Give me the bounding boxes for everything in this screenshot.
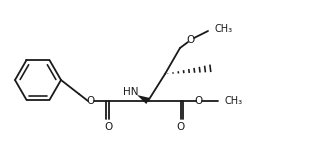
- Text: HN: HN: [123, 87, 139, 97]
- Text: O: O: [177, 122, 185, 132]
- Polygon shape: [137, 95, 150, 104]
- Text: O: O: [187, 35, 195, 45]
- Text: O: O: [87, 96, 95, 106]
- Text: O: O: [105, 122, 113, 132]
- Text: CH₃: CH₃: [215, 24, 233, 34]
- Text: O: O: [195, 96, 203, 106]
- Text: CH₃: CH₃: [225, 96, 243, 106]
